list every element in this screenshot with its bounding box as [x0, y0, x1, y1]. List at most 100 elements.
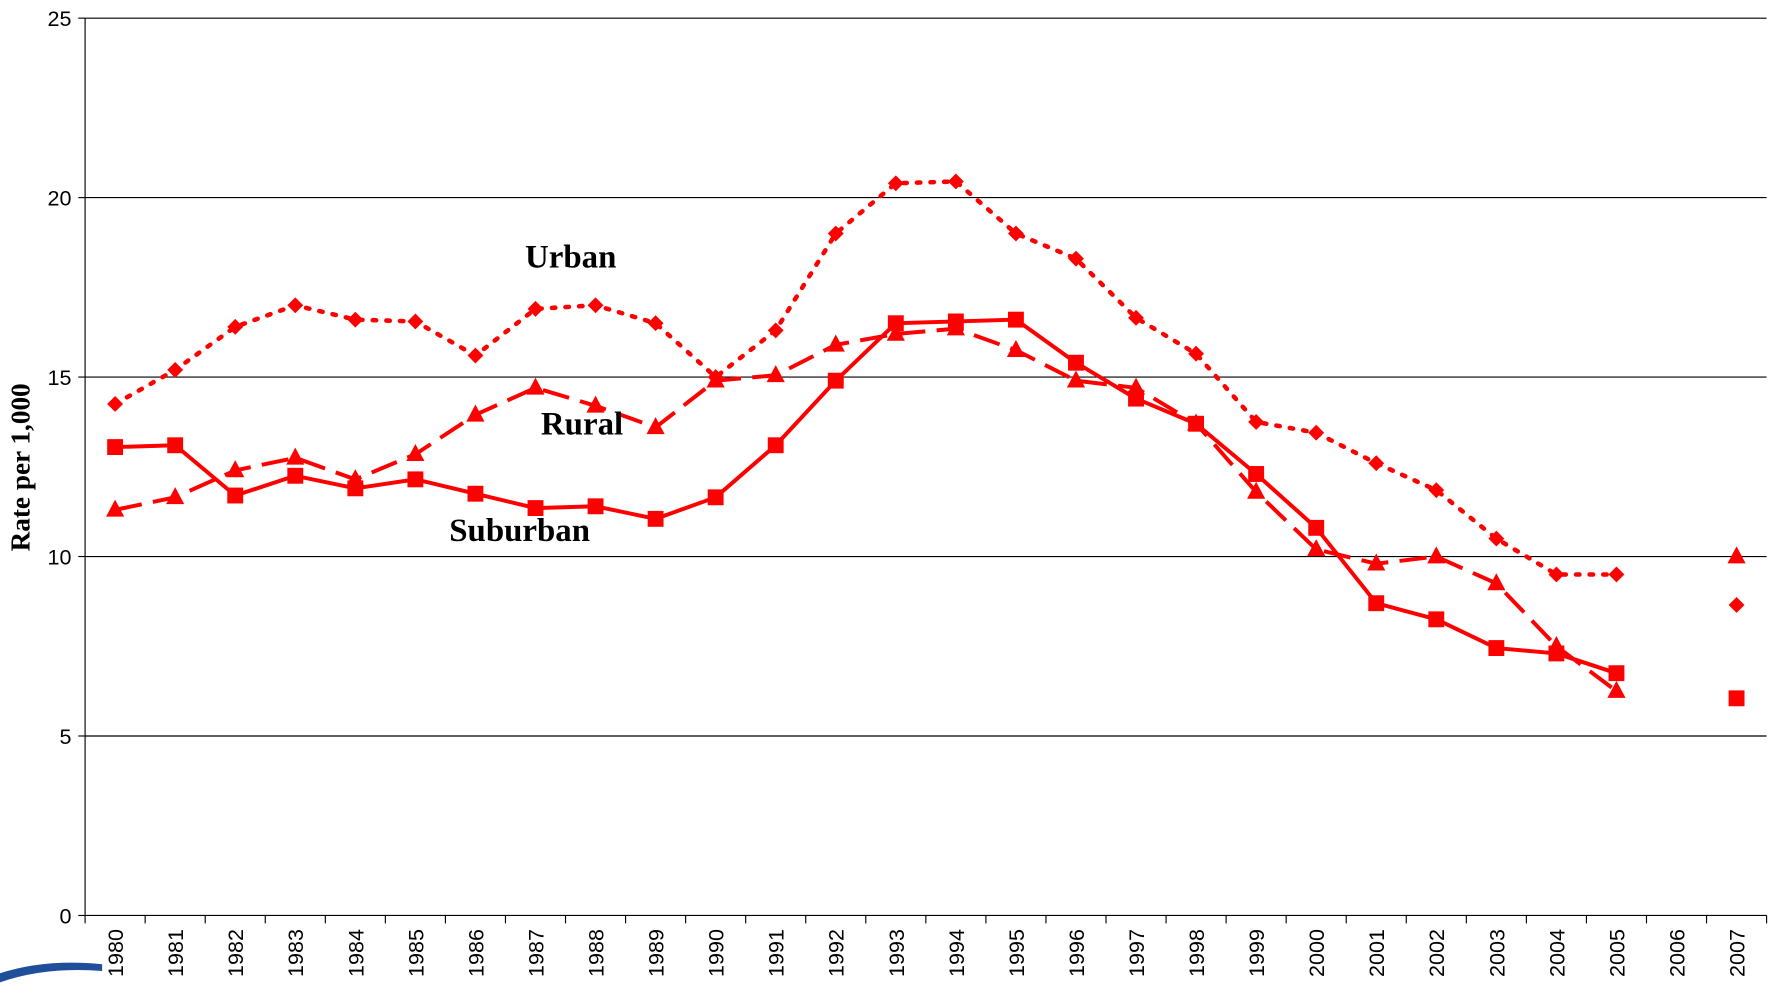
series-line [115, 329, 1736, 692]
marker [826, 334, 845, 352]
marker [646, 417, 665, 435]
marker [1188, 415, 1205, 432]
marker [1007, 311, 1024, 328]
x-tick-label: 2005 [1604, 929, 1629, 977]
marker [1188, 345, 1205, 362]
marker [1607, 680, 1626, 698]
marker [467, 347, 484, 364]
x-tick-label: 1993 [884, 929, 909, 977]
marker [1428, 611, 1445, 628]
x-tick-label: 1982 [223, 929, 248, 977]
marker [827, 372, 844, 389]
marker [527, 300, 544, 317]
series-label: Rural [541, 406, 623, 442]
x-tick-label: 1995 [1004, 929, 1029, 977]
marker [347, 480, 364, 497]
x-tick-label: 1996 [1064, 929, 1089, 977]
x-tick-label: 1992 [824, 929, 849, 977]
x-tick-label: 1985 [403, 929, 428, 977]
marker [1066, 370, 1086, 388]
y-tick-label: 5 [59, 724, 71, 749]
decoration [0, 962, 103, 983]
marker [1728, 690, 1745, 707]
marker [106, 499, 125, 517]
marker [166, 487, 185, 505]
x-tick-label: 2002 [1424, 929, 1449, 977]
x-tick-label: 2000 [1304, 929, 1329, 977]
marker [1007, 225, 1024, 242]
marker [167, 437, 184, 454]
x-tick-label: 2003 [1484, 929, 1509, 977]
marker [407, 471, 424, 488]
marker [1126, 377, 1146, 395]
marker [407, 313, 424, 330]
x-tick-label: 2001 [1364, 929, 1389, 977]
marker [647, 315, 664, 332]
marker [1428, 482, 1445, 499]
marker [1488, 640, 1505, 657]
x-tick-label: 1986 [463, 929, 488, 977]
y-tick-label: 20 [48, 186, 72, 211]
y-tick-label: 25 [48, 6, 72, 31]
marker [107, 439, 124, 456]
marker [767, 322, 784, 339]
marker [1727, 546, 1746, 564]
marker [647, 510, 664, 527]
marker [1608, 665, 1625, 682]
x-tick-label: 2006 [1664, 929, 1689, 977]
x-tick-label: 1989 [644, 929, 669, 977]
marker [1128, 309, 1144, 326]
marker [1308, 519, 1325, 536]
marker [286, 447, 305, 465]
marker [1368, 595, 1385, 612]
marker [1248, 413, 1265, 430]
marker [287, 467, 304, 484]
series-label: Suburban [449, 513, 590, 549]
marker [1548, 645, 1565, 662]
marker [767, 437, 784, 454]
marker [886, 323, 905, 341]
marker [706, 370, 725, 388]
marker [1367, 553, 1386, 571]
marker [587, 297, 604, 314]
x-tick-label: 1987 [523, 929, 548, 977]
marker [887, 315, 904, 332]
marker [1307, 539, 1326, 557]
marker [287, 297, 304, 314]
marker [1728, 597, 1745, 613]
marker [1248, 466, 1265, 482]
marker [1488, 530, 1505, 547]
marker [167, 361, 184, 378]
marker [707, 489, 724, 506]
x-tick-label: 2007 [1725, 929, 1750, 977]
marker [1548, 566, 1565, 583]
x-tick-label: 1999 [1244, 929, 1269, 977]
marker [527, 500, 544, 517]
marker [1128, 390, 1144, 407]
x-tick-label: 1998 [1184, 929, 1209, 977]
marker [1368, 455, 1385, 472]
marker [1487, 573, 1506, 591]
x-tick-label: 1981 [163, 929, 188, 977]
marker [887, 175, 904, 192]
series-label: Urban [525, 240, 616, 276]
marker [347, 311, 364, 328]
marker [227, 318, 244, 335]
marker [1068, 354, 1084, 371]
x-tick-label: 1991 [764, 929, 789, 977]
y-axis-title: Rate per 1,000 [5, 383, 35, 551]
marker [1068, 250, 1084, 267]
marker [1006, 339, 1026, 357]
marker [1308, 424, 1325, 441]
y-tick-label: 10 [48, 544, 72, 569]
marker [107, 396, 124, 412]
marker [467, 485, 484, 502]
x-tick-label: 1994 [944, 929, 969, 977]
marker [226, 460, 245, 478]
marker [1427, 546, 1446, 564]
x-tick-label: 1997 [1124, 929, 1149, 977]
marker [227, 487, 244, 504]
x-tick-label: 2004 [1544, 929, 1569, 977]
x-tick-label: 1983 [283, 929, 308, 977]
